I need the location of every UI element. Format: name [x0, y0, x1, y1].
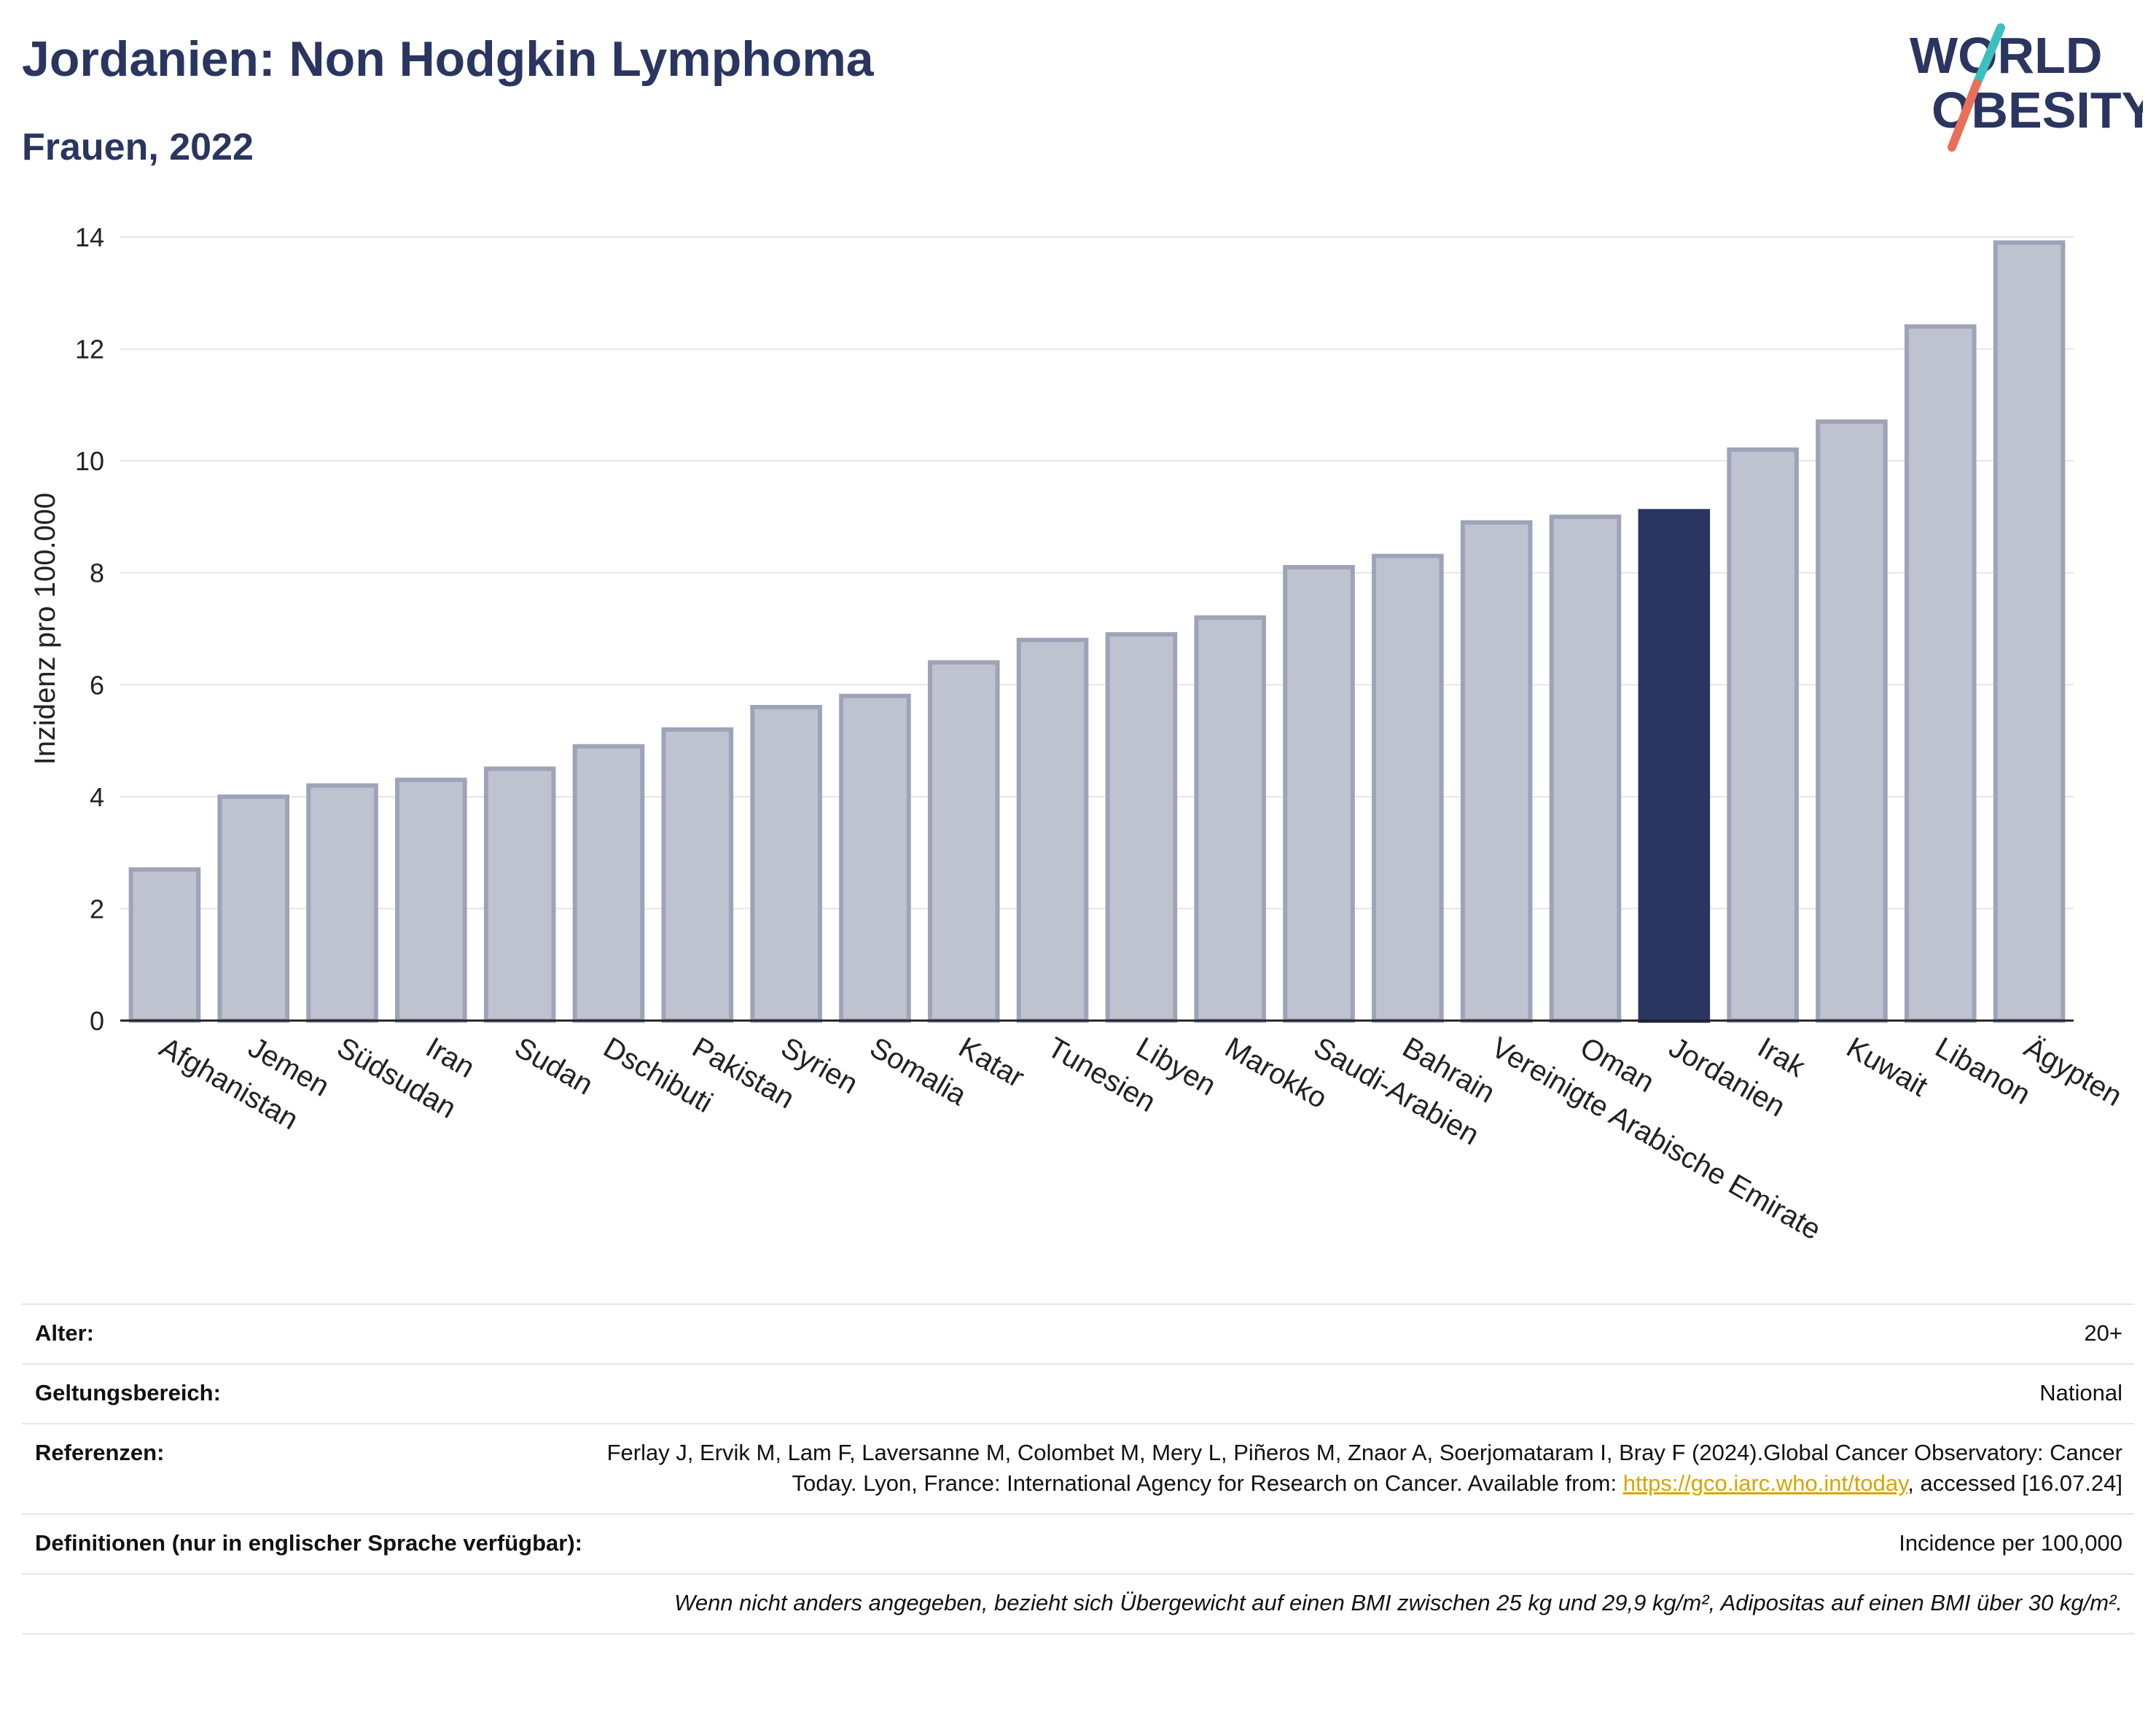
reference-link[interactable]: https://gco.iarc.who.int/today	[1622, 1470, 1908, 1496]
bar	[217, 794, 290, 1023]
y-tick-label: 4	[90, 782, 104, 812]
footnote: Wenn nicht anders angegeben, bezieht sic…	[22, 1573, 2134, 1634]
bar	[395, 777, 467, 1023]
x-tick-label: Marokko	[1219, 1032, 1332, 1115]
bar	[927, 660, 1000, 1023]
bar	[1993, 240, 2066, 1023]
bar	[1549, 514, 1622, 1023]
y-tick-label: 8	[90, 558, 104, 588]
y-tick-label: 6	[90, 670, 104, 700]
meta-value: 20+	[2084, 1320, 2122, 1346]
metadata-table: Alter: 20+ Geltungsbereich: National Ref…	[22, 1303, 2134, 1634]
bar	[839, 693, 911, 1024]
meta-row-definitions: Definitionen (nur in englischer Sprache …	[22, 1513, 2134, 1573]
meta-value: National	[2039, 1380, 2122, 1405]
reference-text: Ferlay J, Ervik M, Lam F, Laversanne M, …	[606, 1440, 2122, 1496]
bar	[1372, 553, 1444, 1023]
x-tick-label: Sudan	[509, 1032, 598, 1102]
logo-slash-teal	[1972, 23, 2005, 88]
bar	[306, 783, 378, 1023]
reference-text-end: , accessed [16.07.24]	[1907, 1470, 2122, 1496]
meta-value: Ferlay J, Ervik M, Lam F, Laversanne M, …	[592, 1438, 2122, 1499]
x-tick-label: Libanon	[1930, 1032, 2036, 1111]
y-tick-label: 12	[75, 335, 104, 364]
x-tick-label: Iran	[421, 1032, 480, 1085]
bar	[1283, 565, 1355, 1023]
x-tick-label: Kuwait	[1841, 1032, 1933, 1103]
x-tick-label: Ägypten	[2019, 1032, 2128, 1112]
chart-subtitle: Frauen, 2022	[22, 126, 254, 168]
y-tick-label: 0	[90, 1006, 104, 1036]
bar	[1727, 447, 1799, 1023]
world-obesity-logo: WORLD OBESITY	[1910, 23, 2143, 152]
bar	[483, 766, 556, 1023]
logo-text-world: WORLD	[1910, 27, 2102, 84]
meta-value: Incidence per 100,000	[1899, 1530, 2122, 1556]
bar	[1816, 419, 1888, 1023]
bar	[750, 705, 822, 1023]
meta-row-scope: Geltungsbereich: National	[22, 1363, 2134, 1423]
logo-slash-coral	[1948, 79, 1981, 152]
bars	[128, 240, 2066, 1024]
meta-label: Geltungsbereich:	[35, 1380, 221, 1405]
x-tick-label: Somalia	[864, 1032, 972, 1112]
y-tick-label: 14	[75, 222, 104, 252]
bar	[661, 727, 734, 1023]
meta-label: Definitionen (nur in englischer Sprache …	[35, 1530, 582, 1556]
y-tick-labels: 0 2 4 6 8 10 12 14	[75, 222, 104, 1036]
bar	[1105, 632, 1178, 1023]
bar	[1194, 615, 1267, 1023]
bar	[1016, 637, 1089, 1023]
bar	[572, 744, 645, 1023]
y-tick-label: 2	[90, 894, 104, 924]
bar	[1904, 324, 1977, 1024]
meta-row-references: Referenzen: Ferlay J, Ervik M, Lam F, La…	[22, 1423, 2134, 1513]
bar	[128, 867, 201, 1024]
meta-label: Referenzen:	[35, 1440, 165, 1465]
bar-highlight	[1638, 509, 1711, 1023]
chart-title: Jordanien: Non Hodgkin Lymphoma	[22, 31, 874, 87]
bar	[1460, 520, 1533, 1024]
meta-label: Alter:	[35, 1320, 94, 1346]
x-tick-label: Irak	[1752, 1032, 1811, 1084]
y-tick-label: 10	[75, 446, 104, 476]
y-axis-label: Inzidenz pro 100.000	[29, 493, 61, 765]
meta-row-age: Alter: 20+	[22, 1303, 2134, 1363]
